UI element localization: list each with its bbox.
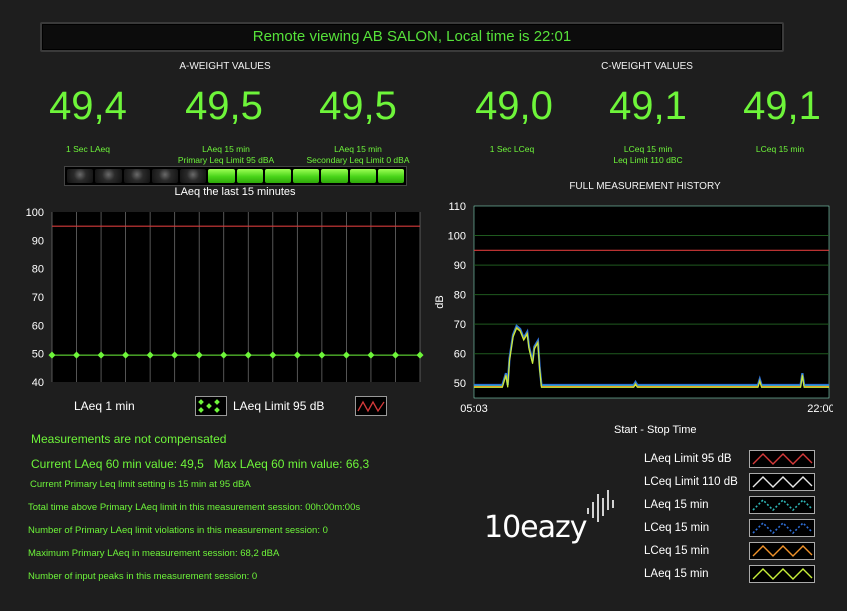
logo-text: 10eazy: [484, 510, 588, 545]
c-value-15min: 49,1: [743, 84, 821, 128]
led-segment-on: [321, 169, 348, 183]
legend-zigzag-icon: [749, 542, 815, 560]
y-tick-label: 90: [32, 235, 44, 247]
legend-zigzag-icon: [749, 450, 815, 468]
c-caption-1sec: 1 Sec LCeq: [489, 144, 535, 154]
y-tick-label: 60: [32, 320, 44, 332]
legend-row: LCeq 15 min: [644, 541, 824, 561]
chart-plot-area: [52, 212, 420, 382]
legend-row: LAeq 15 min: [644, 495, 824, 515]
legend-zigzag-icon: [749, 565, 815, 583]
led-segment-off: [67, 169, 94, 183]
max-laeq-line: Maximum Primary LAeq in measurement sess…: [28, 548, 280, 559]
legend-row-label: LCeq Limit 110 dB: [644, 476, 738, 488]
limit-setting-line: Current Primary Leq limit setting is 15 …: [30, 479, 251, 490]
history-y-tick: 80: [454, 290, 466, 302]
c-weight-heading: C-WEIGHT VALUES: [601, 61, 693, 72]
laeq-1min-point: [293, 351, 301, 359]
legend-row: LAeq 15 min: [644, 564, 824, 584]
led-segment-on: [349, 169, 376, 183]
legend-row-label: LAeq 15 min: [644, 499, 709, 511]
history-y-tick: 110: [448, 201, 466, 213]
violations-line: Number of Primary LAeq limit violations …: [28, 525, 328, 536]
laeq-1min-point: [171, 351, 179, 359]
laeq-1min-chart: 100 90 80 70 60 50 40: [26, 207, 424, 389]
legend-row-label: LAeq 15 min: [644, 568, 709, 580]
legend-zigzag-icon: [749, 473, 815, 491]
c-caption-15min-limit: LCeq 15 min Leq Limit 110 dBC: [613, 144, 683, 165]
laeq-1min-point: [195, 351, 203, 359]
led-segment-off: [180, 169, 207, 183]
legend-row: LCeq Limit 110 dB: [644, 472, 824, 492]
c-value-1sec: 49,0: [475, 84, 553, 128]
legend-row-label: LAeq Limit 95 dB: [644, 453, 732, 465]
history-ylabel: dB: [434, 295, 446, 308]
laeq-1min-point: [146, 351, 154, 359]
a-value-15min-primary: 49,5: [185, 84, 263, 128]
legend-laeq-1min-swatch: [195, 396, 227, 416]
input-peaks-line: Number of input peaks in this measuremen…: [28, 571, 258, 582]
history-y-tick: 70: [454, 319, 466, 331]
y-tick-label: 50: [32, 349, 44, 361]
laeq-1min-point: [391, 351, 400, 359]
a-weight-heading: A-WEIGHT VALUES: [179, 61, 271, 72]
history-y-tick: 60: [454, 349, 466, 361]
legend-limit-swatch: [355, 396, 387, 416]
legend-row: LAeq Limit 95 dB: [644, 449, 824, 469]
history-y-tick: 90: [454, 260, 466, 272]
history-y-tick: 50: [454, 378, 466, 390]
laeq-1min-point: [367, 351, 375, 359]
led-segment-on: [377, 169, 404, 183]
current-laeq-line: Current LAeq 60 min value: 49,5 Max LAeq…: [31, 457, 370, 471]
history-series-line: [474, 327, 829, 388]
led-bar-label: LAeq the last 15 minutes: [174, 186, 296, 198]
laeq-1min-point: [220, 351, 228, 359]
diamond-swatch-icon: [198, 399, 220, 413]
led-segment-on: [236, 169, 263, 183]
zigzag-red-icon: [357, 400, 385, 413]
history-x-start: 05:03: [460, 403, 488, 415]
laeq-1min-point: [244, 351, 252, 359]
y-tick-label: 80: [32, 264, 44, 276]
c-caption-15min: LCeq 15 min: [755, 144, 805, 154]
laeq-15min-led-bar: [64, 166, 407, 186]
time-above-line: Total time above Primary LAeq limit in t…: [28, 502, 361, 513]
sound-wave-logo-icon: [587, 490, 614, 522]
laeq-1min-point: [342, 351, 350, 359]
laeq-1min-point: [416, 351, 424, 359]
a-value-15min-secondary: 49,5: [319, 84, 397, 128]
y-tick-label: 70: [32, 292, 44, 304]
legend-laeq-1min-label: LAeq 1 min: [74, 399, 135, 413]
title-bar: Remote viewing AB SALON, Local time is 2…: [40, 22, 784, 52]
legend-row-label: LCeq 15 min: [644, 522, 710, 534]
y-tick-label: 40: [32, 377, 44, 389]
legend-row: LCeq 15 min: [644, 518, 824, 538]
full-history-chart: 110 100 90 80 70 60 50 dB 05:03 22:00: [434, 201, 833, 415]
led-segment-off: [95, 169, 122, 183]
legend-row-label: LCeq 15 min: [644, 545, 710, 557]
laeq-1min-point: [318, 351, 326, 359]
led-segment-on: [208, 169, 235, 183]
history-plot-area: [473, 205, 830, 399]
c-value-15min-limit: 49,1: [609, 84, 687, 128]
led-segment-on: [293, 169, 320, 183]
led-segment-off: [151, 169, 178, 183]
y-tick-label: 100: [26, 207, 44, 219]
led-segment-off: [123, 169, 150, 183]
a-value-1sec: 49,4: [49, 84, 127, 128]
a-caption-15min-primary: LAeq 15 min Primary Leq Limit 95 dBA: [177, 144, 275, 165]
history-y-tick: 100: [448, 231, 466, 243]
led-segment-on: [264, 169, 291, 183]
compensation-status: Measurements are not compensated: [31, 432, 227, 446]
legend-zigzag-icon: [749, 519, 815, 537]
legend-zigzag-icon: [749, 496, 815, 514]
history-x-end: 22:00: [807, 403, 833, 415]
legend-limit-label: LAeq Limit 95 dB: [233, 399, 325, 413]
history-xlabel: Start - Stop Time: [614, 424, 697, 436]
a-caption-1sec: 1 Sec LAeq: [66, 144, 110, 154]
a-caption-15min-secondary: LAeq 15 min Secondary Leq Limit 0 dBA: [306, 144, 410, 165]
history-heading: FULL MEASUREMENT HISTORY: [569, 181, 721, 192]
